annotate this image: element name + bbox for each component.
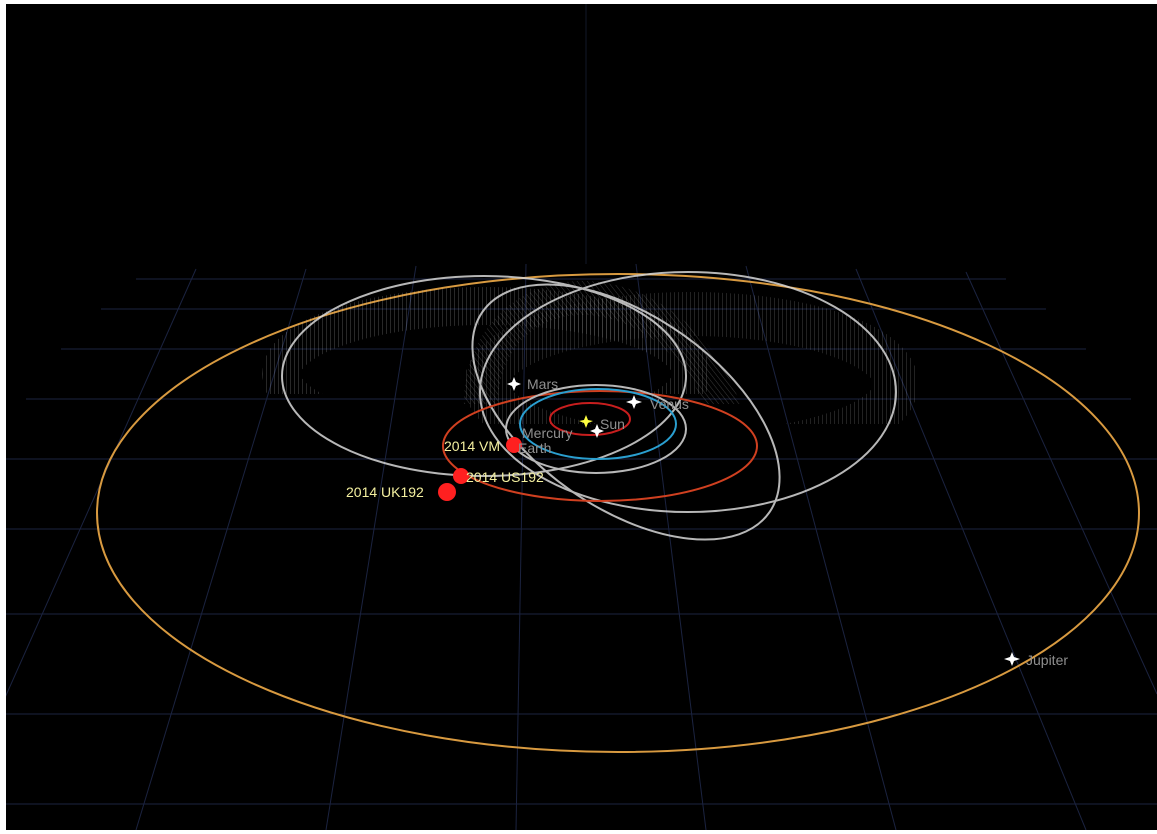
label-mercury: Mercury (522, 425, 573, 441)
asteroid-2014-uk192 (438, 483, 456, 501)
label-jupiter: Jupiter (1026, 652, 1068, 668)
earth-orbit (519, 388, 677, 460)
asteroid-orbits (281, 271, 897, 541)
orbit-2014-uk192 (281, 275, 687, 477)
mercury-orbit (549, 402, 631, 436)
asteroid-labels: 2014 VM 2014 US192 2014 UK192 (346, 438, 544, 500)
mercury-star-icon (590, 424, 604, 438)
solar-system-viewer[interactable]: Mars Venus Sun Mercury Earth Jupiter 201… (6, 4, 1157, 830)
asteroid-2014-vm (506, 437, 522, 453)
label-mars: Mars (527, 376, 558, 392)
label-sun: Sun (600, 416, 625, 432)
orbit-2014-us192 (479, 271, 897, 513)
venus-star-icon (626, 395, 642, 409)
mars-orbit (442, 390, 758, 502)
asteroid-2014-us192 (453, 468, 469, 484)
sun-icon[interactable] (579, 415, 593, 428)
orbit-2014-vm (471, 283, 781, 541)
label-venus: Venus (650, 396, 689, 412)
jupiter-star-icon (1004, 652, 1020, 666)
planet-orbits (442, 384, 758, 502)
label-2014-vm: 2014 VM (444, 438, 500, 454)
earth-venus-orbit-outer (505, 384, 687, 474)
jupiter-orbit (96, 273, 1140, 753)
ecliptic-grid (6, 4, 1157, 830)
planet-markers[interactable] (507, 377, 1020, 666)
orbit-diagram[interactable]: Mars Venus Sun Mercury Earth Jupiter 201… (6, 4, 1157, 830)
planet-labels: Mars Venus Sun Mercury Earth Jupiter (518, 376, 1068, 668)
label-2014-uk192: 2014 UK192 (346, 484, 424, 500)
asteroid-markers[interactable] (438, 437, 522, 501)
label-2014-us192: 2014 US192 (466, 469, 544, 485)
mars-star-icon (507, 377, 521, 391)
asteroid-orbit-stems (262, 280, 918, 424)
label-earth: Earth (518, 440, 551, 456)
